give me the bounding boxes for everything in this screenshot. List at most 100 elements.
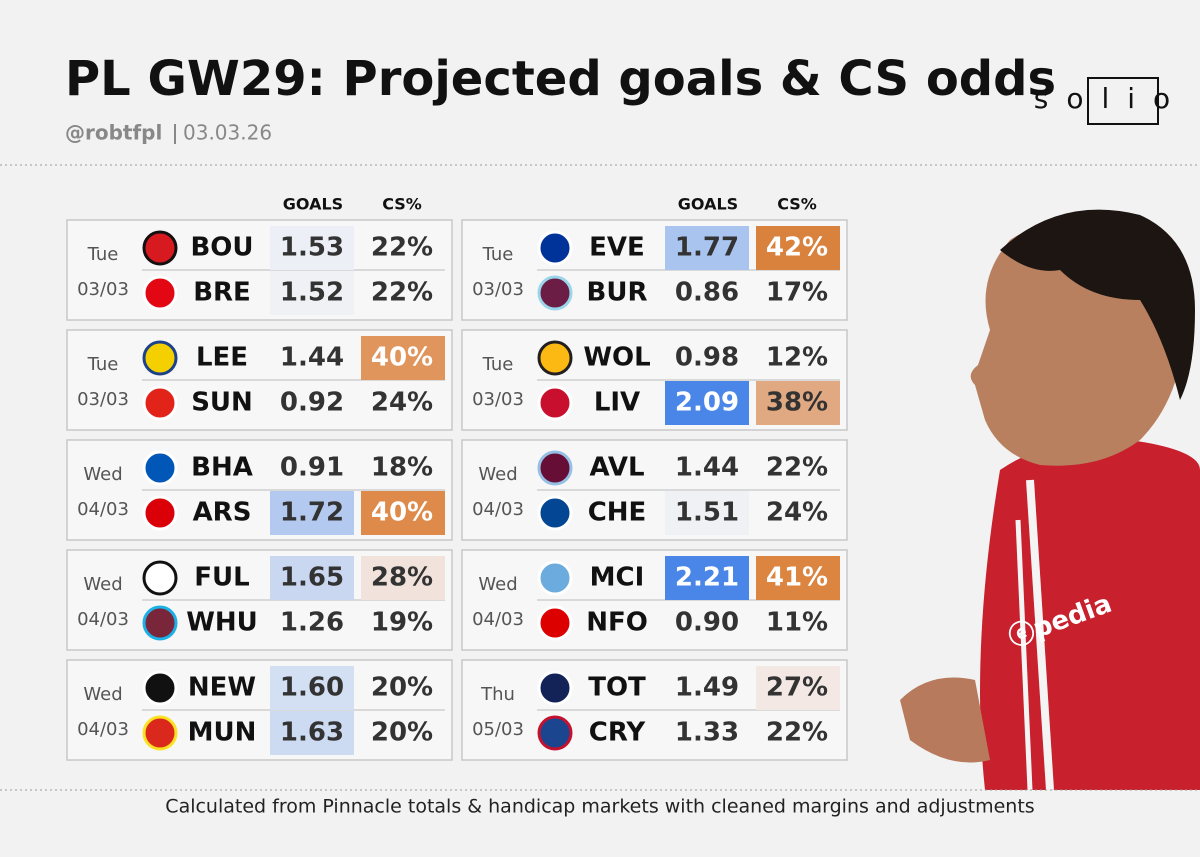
cs-value: 40% [371,498,433,528]
team-abbr: LIV [594,388,640,418]
match-day: Wed [83,464,122,485]
team-abbr: SUN [191,388,253,418]
team-crest [537,670,573,706]
cs-value: 12% [766,343,828,373]
match-date: 04/03 [77,609,129,630]
cs-value: 17% [766,278,828,308]
cs-value: 27% [766,673,828,703]
match-day: Tue [87,244,119,265]
goals-value: 0.90 [675,608,739,638]
cs-value: 28% [371,563,433,593]
goals-value: 1.49 [675,673,739,703]
cs-value: 20% [371,673,433,703]
date: 03.03.26 [183,121,272,145]
team-abbr: MCI [590,563,645,593]
match-date: 03/03 [77,389,129,410]
team-abbr: CHE [588,498,647,528]
cs-highlight [756,666,840,710]
goals-highlight [270,271,354,315]
goals-value: 1.65 [280,563,344,593]
team-abbr: EVE [589,233,645,263]
team-crest [537,715,573,751]
goals-value: 1.44 [280,343,344,373]
match-day: Thu [480,684,515,705]
team-abbr: AVL [589,453,644,483]
logo: solio [1034,82,1188,115]
goals-highlight [665,556,749,600]
match-day: Tue [482,354,514,375]
cs-highlight [361,556,445,600]
goals-value: 1.63 [280,718,344,748]
team-abbr: BRE [193,278,251,308]
cs-value: 22% [371,233,433,263]
cs-highlight [361,336,445,380]
match-date: 05/03 [472,719,524,740]
column-header: CS% [777,195,817,214]
footer-note: Calculated from Pinnacle totals & handic… [165,796,1034,818]
cs-value: 42% [766,233,828,263]
cs-highlight [756,556,840,600]
team-crest [142,230,178,266]
goals-value: 2.09 [675,388,739,418]
match-day: Wed [478,574,517,595]
goals-value: 1.72 [280,498,344,528]
goals-value: 0.92 [280,388,344,418]
match-day: Tue [482,244,514,265]
cs-highlight [756,226,840,270]
match-date: 04/03 [77,719,129,740]
goals-highlight [665,491,749,535]
cs-value: 19% [371,608,433,638]
cs-value: 38% [766,388,828,418]
match-date: 03/03 [472,389,524,410]
team-crest [537,340,573,376]
goals-highlight [270,556,354,600]
cs-value: 22% [371,278,433,308]
match-date: 03/03 [77,279,129,300]
team-crest [142,340,178,376]
goals-value: 1.26 [280,608,344,638]
goals-value: 1.51 [675,498,739,528]
goals-value: 0.91 [280,453,344,483]
team-crest [142,605,178,641]
match-date: 04/03 [472,499,524,520]
goals-value: 1.33 [675,718,739,748]
team-crest [142,715,178,751]
cs-value: 22% [766,718,828,748]
team-crest [142,275,178,311]
team-abbr: CRY [589,718,647,748]
team-abbr: WOL [583,343,650,373]
team-crest [142,670,178,706]
team-abbr: FUL [194,563,249,593]
team-crest [142,560,178,596]
team-crest [142,450,178,486]
team-abbr: BHA [191,453,253,483]
match-day: Wed [83,684,122,705]
goals-highlight [665,226,749,270]
match-day: Wed [83,574,122,595]
team-crest [537,230,573,266]
handle: @robtfpl [65,121,162,145]
team-crest [537,560,573,596]
team-abbr: MUN [188,718,257,748]
cs-value: 22% [766,453,828,483]
goals-value: 2.21 [675,563,739,593]
goals-value: 1.53 [280,233,344,263]
team-abbr: NFO [586,608,648,638]
cs-value: 24% [766,498,828,528]
team-crest [537,605,573,641]
match-date: 03/03 [472,279,524,300]
team-abbr: NEW [188,673,256,703]
team-abbr: TOT [588,673,646,703]
team-crest [537,275,573,311]
team-crest [537,495,573,531]
goals-highlight [270,491,354,535]
player-photo: ⓔpedia [900,209,1200,791]
cs-value: 24% [371,388,433,418]
team-abbr: WHU [186,608,258,638]
goals-value: 1.60 [280,673,344,703]
cs-value: 40% [371,343,433,373]
title: PL GW29: Projected goals & CS odds [65,51,1056,107]
goals-value: 1.77 [675,233,739,263]
